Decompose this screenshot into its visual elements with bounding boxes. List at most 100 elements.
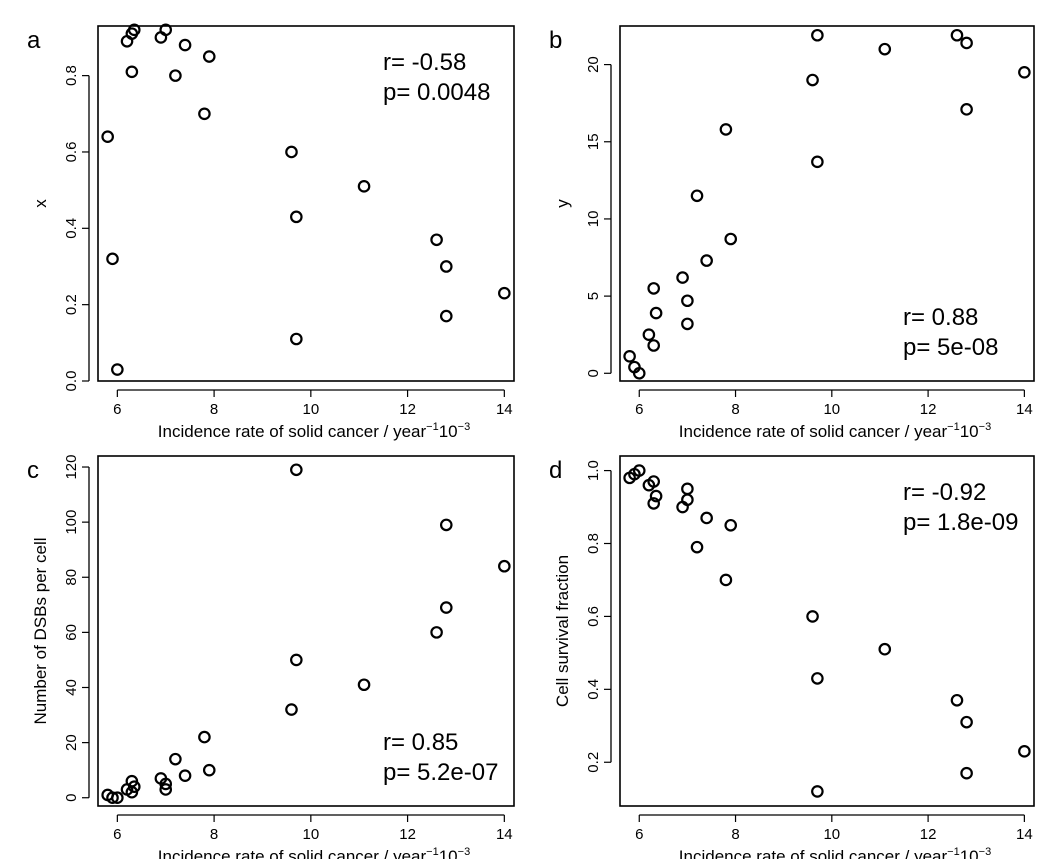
data-point: [159, 777, 173, 791]
y-tick-label: 0.0: [63, 371, 80, 392]
panel-d: 6 8 10 12 14 0.2 0.4 0.6 0.8 1.0 Cell survival fra…: [549, 455, 1035, 859]
x-tick-label: 14: [1016, 826, 1033, 843]
data-point: [724, 232, 738, 246]
data-point: [690, 189, 704, 203]
data-point: [430, 626, 443, 639]
panel-b: 6 8 10 12 14 0 5 10 15 20 y Incidence rate of solid…: [549, 25, 1035, 441]
x-axis-title-exponent: −3: [458, 421, 471, 433]
x-axis-title: Incidence rate of solid cancer / year−11…: [158, 421, 470, 441]
data-point: [106, 791, 119, 805]
y-tick-label: 15: [585, 133, 602, 150]
data-point: [960, 766, 973, 780]
correlation-r: r= -0.58: [383, 49, 466, 76]
data-point: [647, 339, 660, 352]
x-axis-title: Incidence rate of solid cancer / year−11…: [158, 846, 470, 859]
x-axis-title-text: Incidence rate of solid cancer / year: [158, 422, 427, 441]
data-point: [811, 155, 824, 169]
x-tick-label: 8: [731, 401, 739, 418]
data-point: [878, 42, 892, 56]
correlation-r: r= 0.85: [383, 729, 458, 756]
panel-letter: c: [27, 457, 39, 484]
x-tick-label: 6: [635, 826, 643, 843]
data-point: [430, 233, 443, 247]
y-tick-label: 0.2: [63, 294, 80, 315]
data-point: [439, 260, 453, 273]
data-point: [647, 475, 660, 488]
x-tick-label: 12: [920, 826, 937, 843]
y-tick-label: 120: [63, 455, 80, 480]
x-tick-label: 6: [113, 401, 121, 418]
y-tick-label: 0.8: [63, 65, 80, 86]
x-axis-title-exponent: −1: [947, 421, 960, 433]
data-point: [690, 540, 704, 554]
x-axis-title-text: Incidence rate of solid cancer / year: [679, 847, 948, 859]
data-point: [111, 363, 124, 376]
data-point: [106, 252, 119, 266]
panel-a: 6 8 10 12 14 0.0 0.2 0.4 0.6 0.8 x Incidence rate o…: [27, 23, 515, 441]
data-point: [681, 317, 694, 331]
x-axis-title-exponent: −1: [426, 421, 439, 433]
data-point: [290, 332, 303, 346]
panel-letter: b: [549, 27, 562, 54]
data-point: [198, 107, 211, 121]
p-value: p= 1.8e-09: [903, 509, 1018, 536]
data-point: [285, 703, 298, 716]
data-point: [290, 653, 303, 667]
p-value: p= 5e-08: [903, 334, 998, 361]
p-value: p= 5.2e-07: [383, 759, 498, 786]
data-point: [676, 271, 689, 284]
panel-letter: a: [27, 27, 41, 54]
data-point: [439, 601, 453, 614]
data-point: [681, 294, 694, 308]
data-point: [290, 463, 303, 477]
x-tick-label: 14: [1016, 401, 1033, 418]
panel-letter: d: [549, 457, 562, 484]
data-point: [202, 50, 216, 63]
y-axis-title: Number of DSBs per cell: [31, 537, 50, 724]
x-tick-label: 10: [302, 826, 319, 843]
y-tick-label: 1.0: [585, 460, 602, 481]
data-point: [649, 489, 663, 503]
x-tick-label: 10: [302, 401, 319, 418]
data-points: [623, 28, 1031, 380]
y-axis-title: x: [31, 199, 50, 208]
data-point: [1018, 745, 1031, 758]
x-tick-label: 8: [731, 826, 739, 843]
data-point: [700, 254, 713, 267]
x-axis-title-exponent: −3: [979, 846, 992, 858]
y-tick-label: 0.4: [63, 218, 80, 239]
y-tick-label: 40: [63, 679, 80, 696]
data-point: [647, 282, 660, 295]
x-tick-label: 14: [496, 401, 513, 418]
x-tick-label: 14: [496, 826, 513, 843]
data-point: [101, 130, 114, 143]
x-axis-title-text: Incidence rate of solid cancer / year: [679, 422, 948, 441]
data-point: [878, 642, 892, 656]
y-tick-label: 0.2: [585, 752, 602, 773]
y-tick-label: 0.4: [585, 679, 602, 700]
data-point: [681, 493, 694, 507]
y-tick-label: 5: [585, 292, 602, 300]
y-tick-label: 0: [63, 794, 80, 802]
x-axis-title-text: 10: [439, 847, 458, 859]
data-point: [159, 783, 173, 796]
data-point: [724, 518, 738, 532]
x-axis-title-exponent: −1: [426, 846, 439, 858]
y-tick-label: 60: [63, 624, 80, 641]
data-point: [647, 497, 660, 510]
x-tick-label: 6: [635, 401, 643, 418]
x-tick-label: 10: [823, 401, 840, 418]
x-tick-label: 12: [399, 826, 416, 843]
data-point: [632, 464, 646, 477]
x-axis-title-text: 10: [960, 422, 979, 441]
data-point: [632, 366, 646, 380]
data-point: [159, 23, 173, 37]
data-point: [950, 28, 964, 42]
correlation-r: r= -0.92: [903, 479, 986, 506]
data-point: [178, 38, 192, 52]
y-tick-label: 20: [585, 56, 602, 73]
correlation-r: r= 0.88: [903, 304, 978, 331]
y-axis-title: Cell survival fraction: [553, 555, 572, 707]
